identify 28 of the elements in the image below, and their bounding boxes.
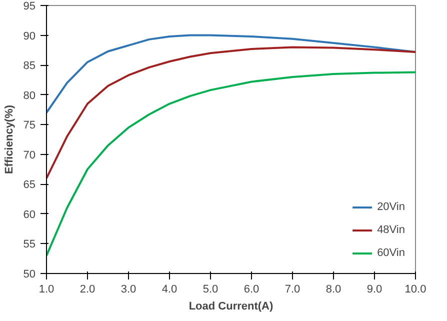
line-series — [46, 71, 416, 257]
x-tick-label: 6.0 — [244, 284, 260, 296]
x-tick-label: 3.0 — [120, 284, 136, 296]
x-tick-label: 7.0 — [284, 284, 300, 296]
legend-label: 60Vin — [377, 247, 405, 259]
x-tick-label: 1.0 — [38, 284, 54, 296]
x-tick-label: 8.0 — [326, 284, 342, 296]
line-series — [46, 34, 416, 114]
x-tick-label: 5.0 — [202, 284, 218, 296]
x-tick-label: 2.0 — [80, 284, 96, 296]
y-tick-label: 95 — [23, 0, 36, 12]
x-tick-label: 4.0 — [162, 284, 178, 296]
x-tick-label: 10.0 — [404, 284, 426, 296]
x-axis-title: Load Current(A) — [188, 300, 274, 312]
y-tick-label: 85 — [23, 60, 36, 72]
legend-label: 20Vin — [377, 201, 405, 213]
legend-label: 48Vin — [377, 224, 405, 236]
y-tick-label: 60 — [23, 208, 36, 221]
y-tick-label: 75 — [23, 120, 36, 132]
y-tick-label: 80 — [23, 90, 36, 102]
y-tick-label: 65 — [23, 179, 36, 192]
y-tick-label: 70 — [23, 149, 36, 162]
x-tick-label: 9.0 — [366, 284, 382, 296]
y-axis-title: Efficiency(%) — [3, 104, 16, 174]
y-tick-label: 55 — [23, 238, 36, 251]
line-series — [46, 46, 416, 180]
y-tick-label: 90 — [23, 30, 36, 42]
y-tick-label: 50 — [23, 268, 36, 280]
